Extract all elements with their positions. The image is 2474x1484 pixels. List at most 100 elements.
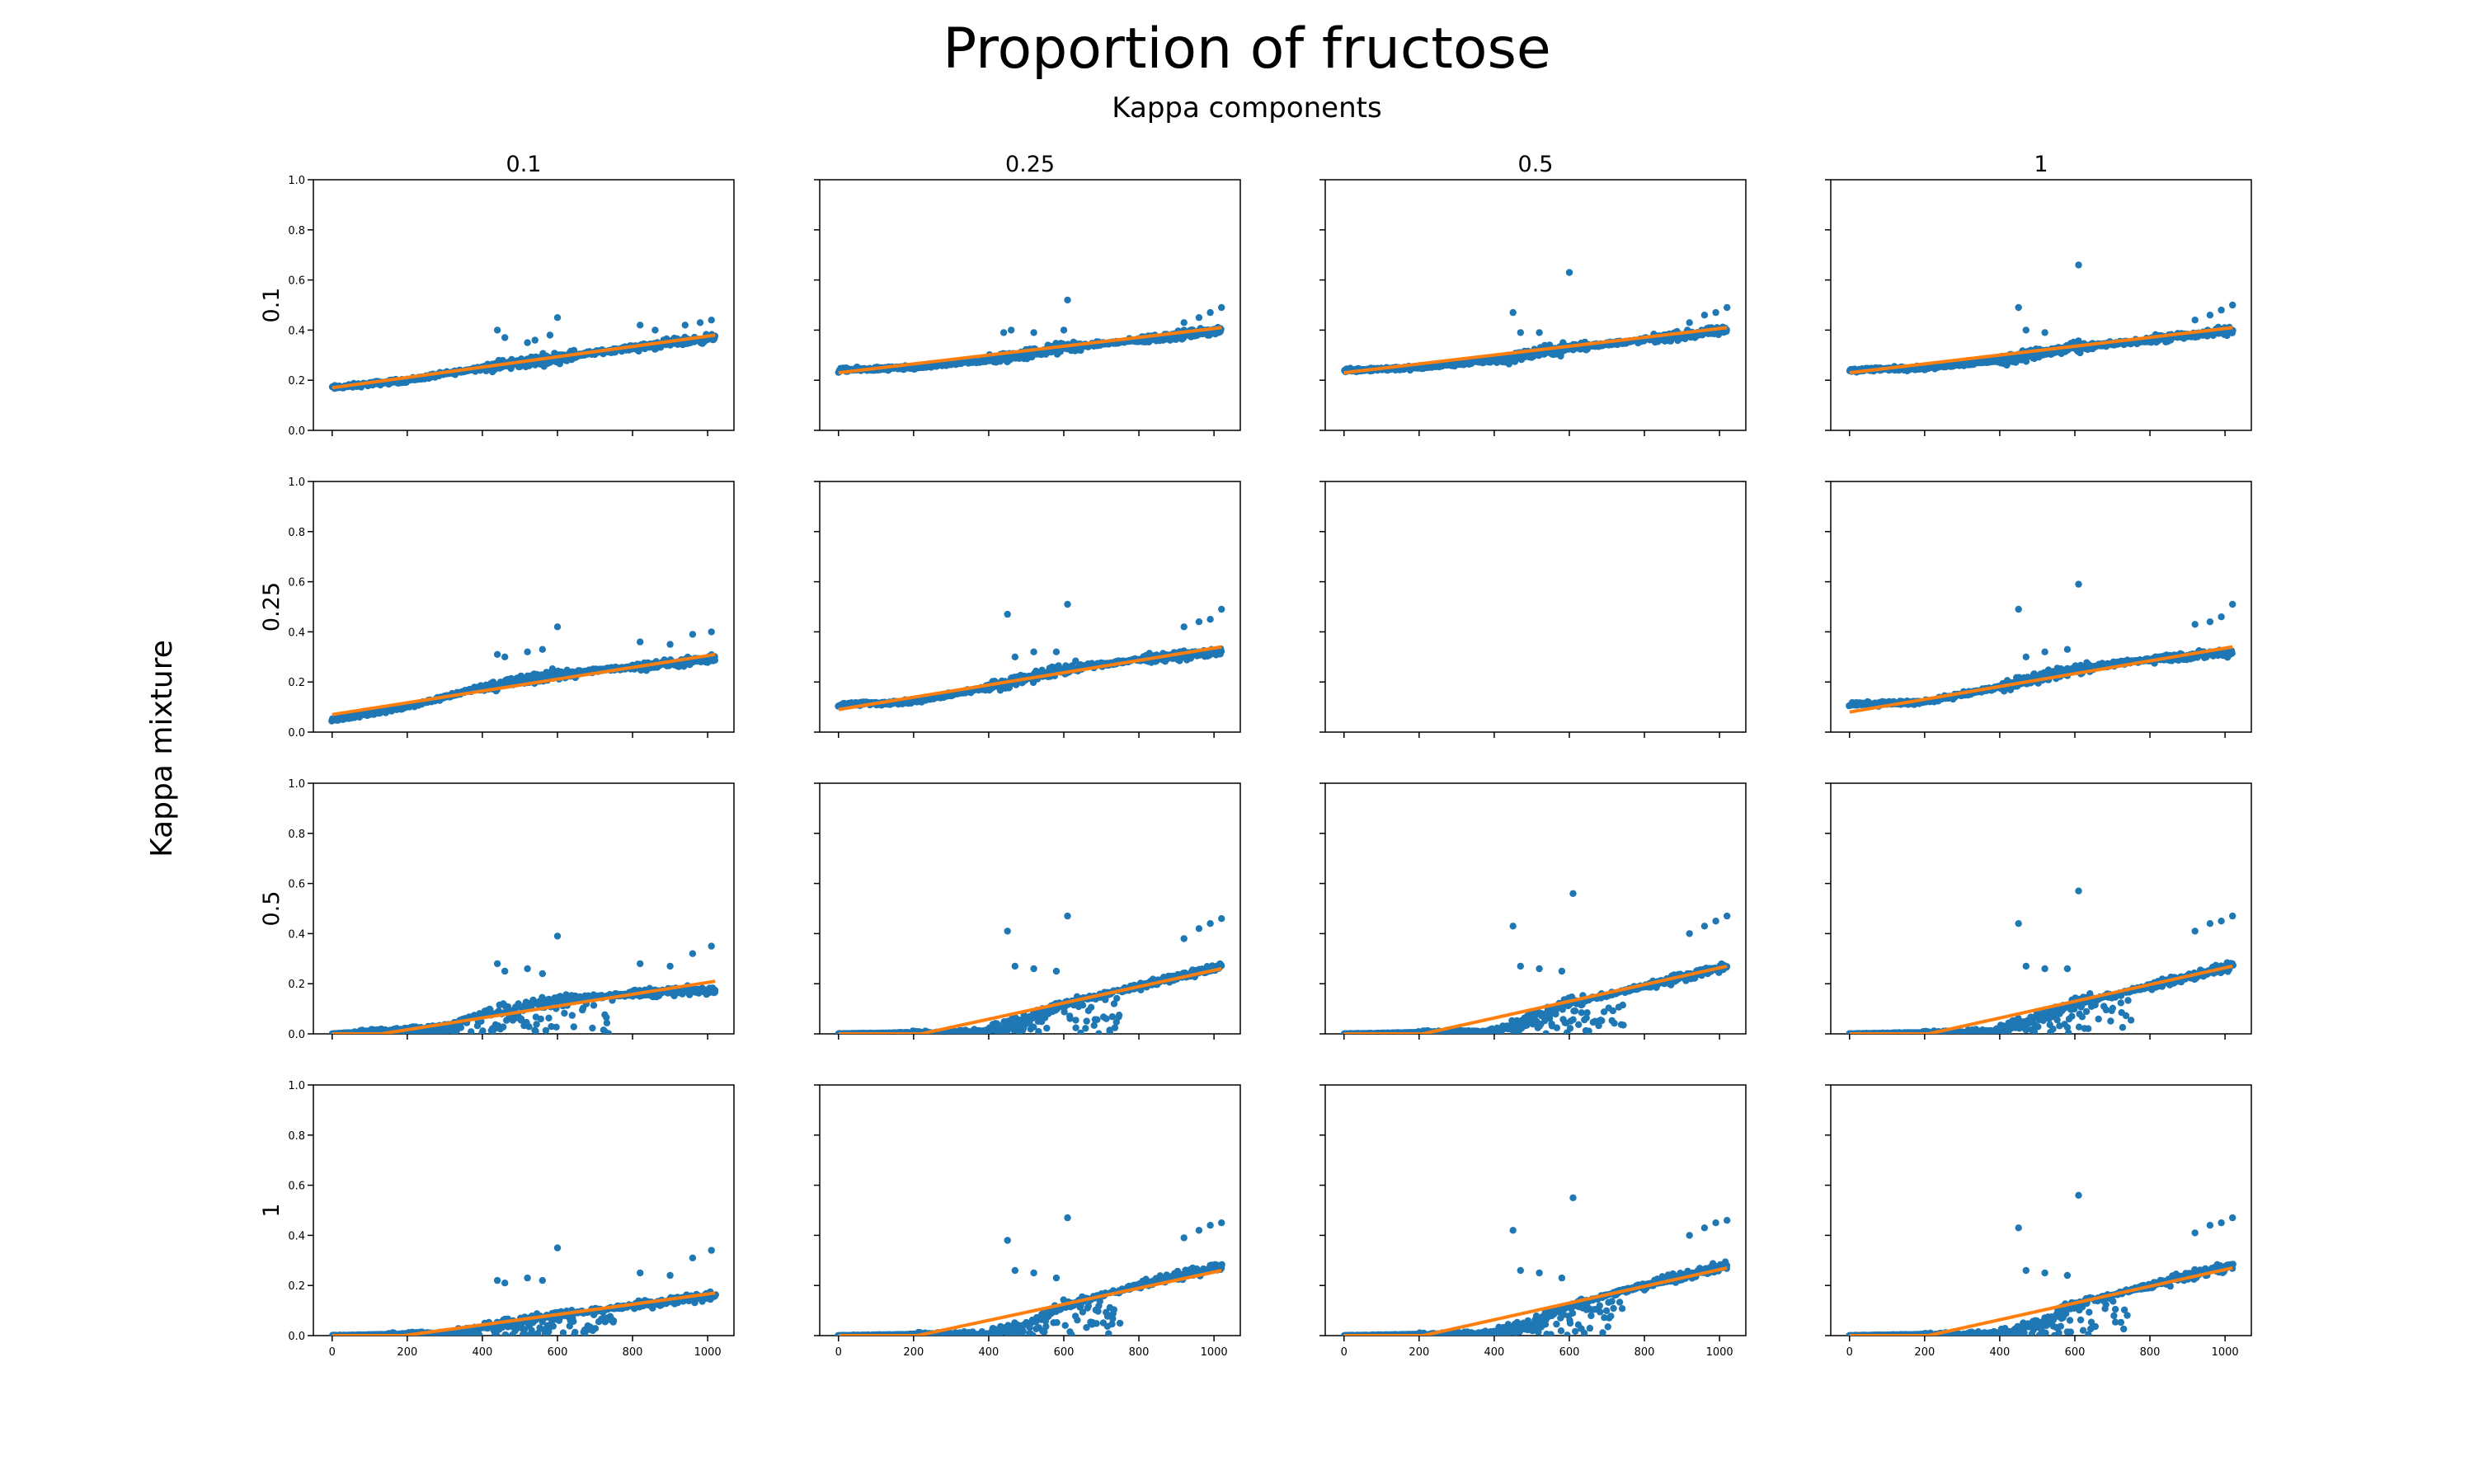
panel-r3-c2 [814, 782, 1241, 1040]
data-point [1111, 1024, 1119, 1031]
data-point [1077, 1029, 1084, 1034]
data-point [1095, 1030, 1103, 1034]
outlier-point [1004, 928, 1011, 935]
data-point [1110, 1000, 1118, 1007]
outlier-point [493, 650, 501, 658]
panel-grid: 0.00.20.40.60.81.00.10.10.25 0.5 10.00.20.… [259, 152, 2252, 1359]
data-point [568, 1012, 576, 1019]
outlier-point [1030, 648, 1037, 655]
outlier-point [1195, 314, 1203, 322]
y-tick-label: 0.0 [288, 727, 305, 740]
fit-line [838, 645, 1222, 711]
panel-r1-c3: 0.5 [1319, 152, 1747, 436]
outlier-point [1004, 610, 1011, 618]
outlier-point [2191, 621, 2199, 628]
outlier-point [1052, 648, 1061, 655]
outlier-point [708, 942, 715, 950]
outlier-point [1218, 605, 1225, 613]
column-header: 0.1 [506, 152, 542, 177]
data-point [1113, 994, 1121, 1003]
y-tick-label: 0.6 [288, 275, 305, 288]
outlier-point [666, 641, 674, 648]
panel-r1-c1: 0.00.20.40.60.81.00.10.1 [259, 152, 735, 438]
data-point [1106, 1026, 1113, 1034]
outlier-point [553, 314, 562, 322]
data-point [457, 1024, 465, 1031]
data-point [1505, 360, 1513, 368]
outlier-point [1206, 616, 1214, 623]
outlier-point [637, 638, 644, 646]
outlier-point [1064, 600, 1071, 608]
outlier-point [681, 322, 689, 329]
outlier-point [2022, 326, 2030, 334]
y-tick-label: 0.6 [288, 879, 305, 891]
y-tick-label: 0.0 [288, 1029, 305, 1041]
outlier-point [708, 317, 715, 324]
fit-line [838, 967, 1222, 1034]
outlier-point [2022, 653, 2030, 660]
data-point [533, 1021, 540, 1028]
data-point [1090, 1021, 1098, 1030]
row-header: 0.1 [259, 288, 285, 323]
outlier-point [2218, 613, 2225, 621]
data-point [542, 1026, 550, 1034]
outlier-point [501, 967, 509, 975]
data-point [1072, 1024, 1079, 1031]
outlier-point [1536, 329, 1543, 336]
panel-r2-c3 [1319, 481, 1747, 738]
fit-line [838, 326, 1222, 375]
data-point [1112, 1018, 1121, 1026]
data-point [1115, 1012, 1123, 1019]
data-point [532, 1027, 539, 1034]
data-point [1030, 1023, 1037, 1031]
data-point [1072, 657, 1079, 665]
y-tick-label: 0.8 [288, 527, 305, 539]
outlier-point [1011, 653, 1019, 660]
outlier-point [1008, 326, 1015, 334]
outlier-point [2063, 646, 2072, 653]
panel-r1-c2: 0.25 [814, 152, 1241, 436]
outlier-point [689, 631, 697, 638]
y-tick-label: 0.2 [288, 979, 305, 991]
outlier-point [666, 962, 674, 970]
panel-r3-c3 [1319, 782, 1747, 1040]
outlier-point [651, 326, 659, 334]
panel-r2-c1: 0.00.20.40.60.81.00.25 [259, 477, 735, 740]
outlier-point [1712, 308, 1719, 317]
data-point [1103, 1015, 1110, 1022]
outlier-point [1218, 303, 1225, 312]
y-tick-label: 0.6 [288, 577, 305, 589]
fit-line [1849, 645, 2233, 714]
data-point [590, 1002, 598, 1009]
column-header: 0.5 [1518, 152, 1554, 177]
outlier-point [1724, 303, 1731, 312]
data-point [1082, 1025, 1089, 1032]
data-point [2022, 358, 2030, 365]
fit-line [332, 333, 716, 390]
y-tick-label: 1.0 [288, 778, 305, 791]
outlier-point [1509, 308, 1517, 317]
outlier-point [546, 331, 554, 339]
plot-area [313, 179, 735, 431]
data-point [1217, 647, 1225, 655]
outlier-point [2191, 317, 2199, 324]
outlier-point [539, 970, 546, 978]
plot-area [819, 481, 1241, 733]
y-tick-label: 0.2 [288, 677, 305, 689]
data-point [548, 1022, 555, 1031]
plot-area [819, 179, 1241, 431]
outlier-point [689, 950, 697, 957]
data-point [468, 1028, 475, 1034]
outlier-point [2206, 312, 2214, 319]
y-tick-label: 1.0 [288, 477, 305, 489]
data-point [517, 1015, 525, 1023]
outlier-point [1206, 308, 1214, 317]
data-point [525, 1023, 533, 1031]
data-point [604, 1030, 613, 1034]
outlier-point [553, 932, 562, 940]
data-point [487, 1006, 494, 1013]
data-point [1079, 1002, 1087, 1009]
data-point [1108, 1013, 1117, 1021]
y-tick-label: 1.0 [288, 175, 305, 187]
